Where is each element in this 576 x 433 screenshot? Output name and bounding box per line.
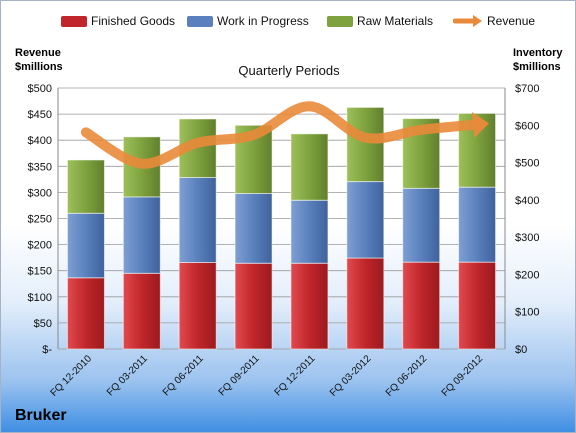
y-left-tick-label: $450 (28, 109, 52, 121)
legend: Finished Goods Work in Progress Raw Mate… (1, 14, 575, 34)
y-left-tick-label: $50 (34, 318, 52, 330)
legend-swatch-work-in-progress (187, 15, 213, 27)
legend-item-raw-materials: Raw Materials (327, 14, 433, 28)
y-axis-left-title: Revenue $millions (15, 47, 63, 73)
bar-segment-work-in-progress (346, 181, 385, 259)
bar-segment-work-in-progress (234, 193, 273, 264)
revenue-line (80, 101, 483, 169)
bar-segment-work-in-progress (458, 186, 497, 263)
bar-segment-raw-materials (178, 118, 217, 178)
chart-subtitle: Quarterly Periods (238, 63, 340, 78)
bar-segment-finished-goods (178, 261, 217, 350)
y-right-tick-label: $0 (515, 344, 527, 356)
bar-segment-finished-goods (346, 257, 385, 350)
legend-label-finished-goods: Finished Goods (91, 14, 176, 28)
bar-segment-work-in-progress (290, 199, 329, 264)
y-left-tick-label: $150 (28, 266, 52, 278)
bar-segment-raw-materials (290, 133, 329, 201)
revenue-line-arrowhead (471, 111, 490, 138)
bar-segment-work-in-progress (178, 176, 217, 263)
y-left-tick-label: $300 (28, 187, 52, 199)
x-tick-label: FQ 09-2011 (217, 353, 262, 398)
y-left-tick-label: $200 (28, 240, 52, 252)
x-tick-label: FQ 03-2011 (105, 353, 150, 398)
bar-segment-raw-materials (66, 159, 105, 214)
x-tick-label: FQ 12-2011 (273, 353, 318, 398)
bar-segment-finished-goods (402, 261, 441, 350)
y-right-tick-label: $400 (515, 195, 539, 207)
x-tick-label: FQ 03-2012 (328, 353, 374, 399)
y-left-tick-label: $400 (28, 135, 52, 147)
y-right-tick-label: $300 (515, 232, 539, 244)
y-right-tick-label: $500 (515, 158, 539, 170)
y-right-tick-label: $200 (515, 269, 539, 281)
bar-segment-finished-goods (122, 272, 161, 350)
legend-item-work-in-progress: Work in Progress (187, 14, 309, 28)
legend-swatch-raw-materials (327, 15, 353, 27)
y-left-tick-label: $350 (28, 161, 52, 173)
legend-line-revenue (453, 15, 482, 27)
x-tick-label: FQ 06-2012 (384, 353, 430, 399)
bar-segment-finished-goods (234, 262, 273, 350)
company-name: Bruker (15, 407, 67, 424)
legend-item-finished-goods: Finished Goods (61, 14, 175, 28)
bar-segment-finished-goods (458, 261, 497, 350)
y-right-tick-label: $600 (515, 120, 539, 132)
bar-segment-finished-goods (66, 277, 105, 350)
bar-segment-raw-materials (346, 106, 385, 183)
y-left-tick-label: $500 (28, 83, 52, 95)
y-left-tick-label: $- (42, 344, 52, 356)
legend-swatch-finished-goods (61, 15, 87, 27)
bar-segment-work-in-progress (402, 187, 441, 263)
legend-label-revenue: Revenue (487, 14, 536, 28)
y-axis-right-title: Inventory $millions (513, 47, 563, 73)
bar-segment-work-in-progress (122, 196, 161, 274)
y-right-tick-label: $100 (515, 307, 539, 319)
y-right-tick-label: $700 (515, 83, 539, 95)
legend-item-revenue: Revenue (453, 14, 535, 28)
legend-label-raw-materials: Raw Materials (357, 14, 434, 28)
legend-label-work-in-progress: Work in Progress (217, 14, 309, 28)
bar-segment-finished-goods (290, 262, 329, 350)
x-tick-label: FQ 12-2010 (49, 353, 95, 399)
x-tick-label: FQ 06-2011 (161, 353, 206, 398)
y-left-tick-label: $250 (28, 214, 52, 226)
bar-segment-work-in-progress (66, 212, 105, 279)
x-tick-label: FQ 09-2012 (440, 353, 486, 399)
y-left-tick-label: $100 (28, 292, 52, 304)
